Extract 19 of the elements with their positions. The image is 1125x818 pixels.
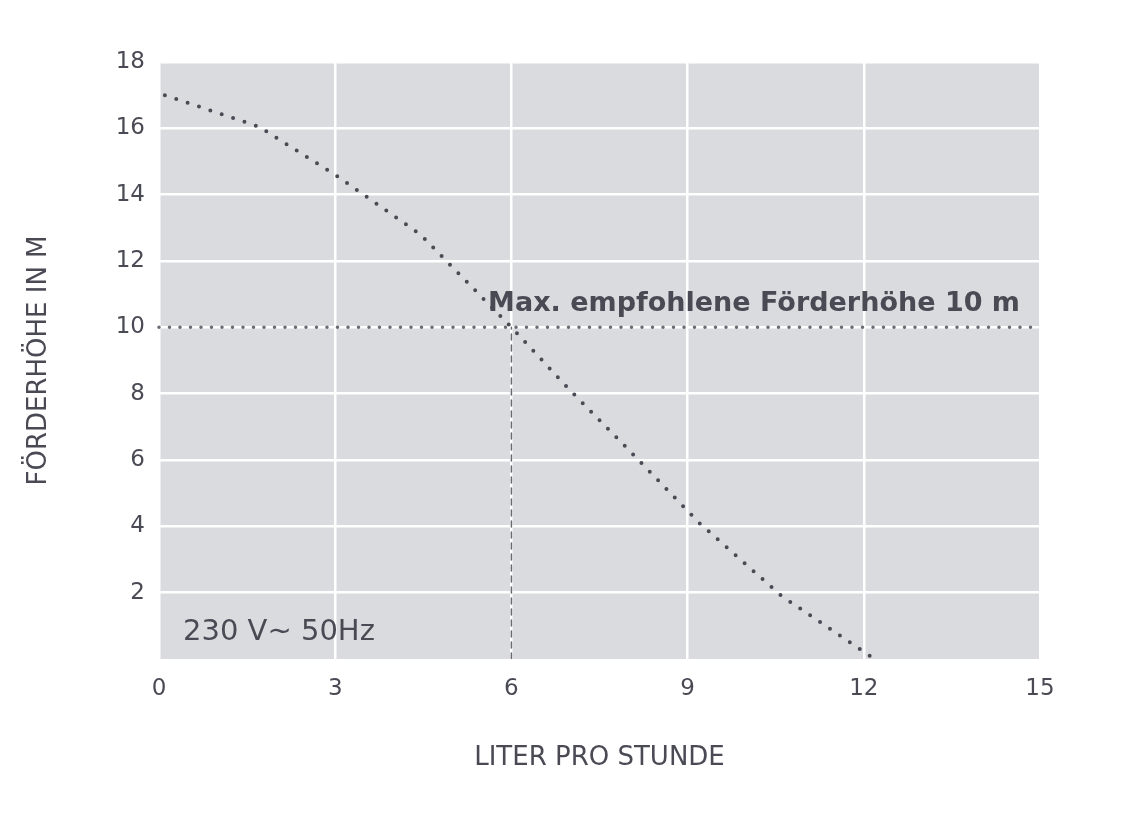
y-axis-title: FÖRDERHÖHE IN M	[21, 235, 53, 486]
x-tick-label: 0	[151, 673, 167, 700]
x-axis-title: LITER PRO STUNDE	[474, 741, 725, 772]
x-tick-label: 3	[327, 673, 343, 700]
y-tick-label: 14	[115, 179, 145, 206]
y-tick-label: 2	[130, 577, 145, 604]
y-tick-label: 6	[130, 444, 145, 471]
annotation: 230 V~ 50Hz	[183, 613, 375, 648]
x-tick-label: 6	[504, 673, 519, 700]
ref-line-label: Max. empfohlene Förderhöhe 10 m	[488, 285, 1020, 317]
y-tick-label: 8	[130, 378, 145, 405]
y-tick-label: 16	[115, 113, 145, 140]
x-tick-label: 12	[849, 673, 879, 700]
y-tick-label: 4	[130, 511, 145, 538]
y-tick-label: 18	[115, 46, 145, 73]
y-tick-label: 12	[115, 245, 145, 272]
x-tick-label: 15	[1025, 673, 1055, 700]
x-tick-label: 9	[680, 673, 695, 700]
y-tick-label: 10	[115, 312, 145, 339]
